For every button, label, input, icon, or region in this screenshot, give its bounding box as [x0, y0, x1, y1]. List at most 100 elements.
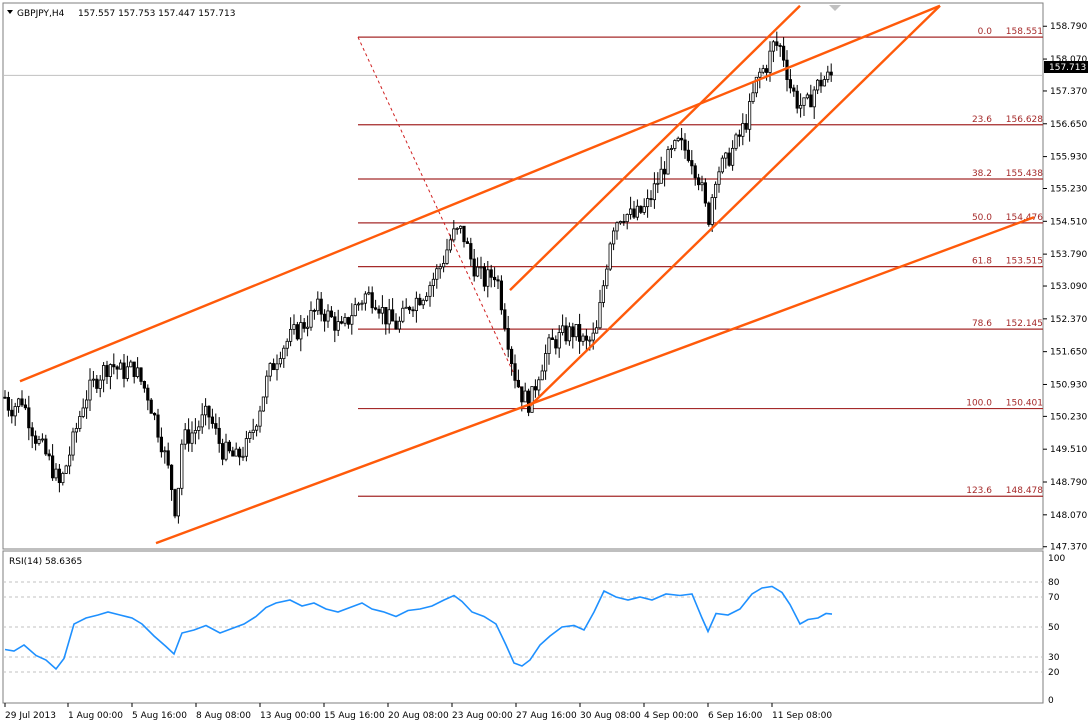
candle-body	[380, 307, 385, 314]
candle-body	[112, 364, 116, 368]
candle-body	[472, 258, 476, 277]
candle-body	[129, 361, 133, 368]
candle-body	[561, 325, 565, 333]
candle-body	[805, 94, 810, 99]
candle-body	[431, 278, 436, 286]
candle-body	[455, 227, 459, 230]
candle-body	[737, 134, 742, 137]
candle-body	[51, 455, 55, 479]
candle-body	[802, 97, 806, 106]
candle-body	[428, 285, 432, 297]
candle-body	[669, 148, 674, 150]
candle-body	[748, 101, 752, 130]
candle-body	[414, 297, 419, 312]
candle-body	[377, 308, 381, 314]
rsi-axis-label: 70	[1048, 593, 1060, 603]
candle-body	[13, 406, 17, 417]
candle-body	[217, 427, 221, 444]
candle-body	[200, 414, 204, 428]
ohlc-label: 157.557 157.753 157.447 157.713	[78, 9, 235, 19]
fib-level-percent: 78.6	[972, 319, 992, 329]
candle-body	[34, 435, 38, 444]
time-axis-label: 8 Aug 08:00	[196, 711, 251, 721]
candle-body	[363, 293, 368, 304]
candle-body	[319, 298, 323, 315]
candle-body	[424, 295, 429, 301]
time-axis-label: 15 Aug 16:00	[324, 711, 385, 721]
candle-body	[591, 332, 595, 341]
candle-body	[299, 322, 303, 340]
price-axis-label: 149.510	[1050, 445, 1087, 455]
dropdown-triangle-icon[interactable]	[7, 10, 13, 14]
trendline	[19, 4, 941, 383]
candle-body	[183, 429, 187, 445]
candle-body	[469, 243, 473, 260]
candle-body	[125, 366, 129, 379]
rsi-layer	[4, 585, 833, 671]
candle-body	[479, 266, 483, 269]
candle-body	[578, 324, 582, 342]
candle-body	[3, 396, 7, 399]
candle-body	[771, 41, 776, 52]
time-axis-label: 29 Jul 2013	[5, 711, 56, 721]
candle-body	[261, 396, 266, 412]
rsi-axis-label: 100	[1048, 554, 1065, 564]
axes-layer: 158.790 158.070 157.370 156.650 155.930 155.2…	[4, 22, 1087, 721]
candle-body	[751, 92, 755, 102]
candle-body	[727, 152, 731, 166]
candle-body	[458, 225, 463, 229]
time-axis-label: 13 Aug 00:00	[260, 711, 321, 721]
candle-body	[163, 450, 167, 453]
fib-level-percent: 100.0	[966, 399, 992, 409]
candle-body	[343, 317, 347, 324]
candle-body	[119, 362, 123, 370]
candle-body	[180, 443, 184, 489]
candle-body	[71, 431, 75, 456]
candle-body	[241, 455, 245, 458]
candle-body	[336, 321, 340, 331]
candle-body	[326, 310, 330, 322]
candle-body	[686, 149, 691, 161]
candle-body	[159, 436, 163, 453]
trendline	[529, 4, 941, 407]
candle-body	[642, 206, 646, 213]
candle-body	[152, 412, 157, 416]
candle-body	[795, 90, 799, 109]
price-axis-label: 148.070	[1050, 511, 1087, 521]
candle-body	[557, 332, 561, 349]
candles-layer	[3, 31, 833, 524]
candle-body	[23, 404, 28, 409]
candle-body	[465, 241, 470, 244]
candle-body	[663, 168, 667, 175]
candle-body	[509, 348, 514, 365]
fib-level-price: 155.438	[1006, 169, 1043, 179]
candle-body	[68, 454, 72, 467]
candle-body	[598, 302, 602, 329]
candle-body	[367, 292, 371, 295]
candle-body	[20, 398, 24, 406]
candle-body	[761, 68, 765, 73]
candle-body	[656, 182, 660, 185]
candle-body	[203, 405, 208, 416]
candle-body	[6, 397, 10, 411]
candle-body	[384, 307, 388, 325]
candle-body	[333, 316, 337, 331]
candle-body	[47, 453, 51, 457]
candle-body	[503, 309, 507, 329]
candle-body	[445, 249, 449, 264]
candle-body	[285, 340, 289, 349]
candle-body	[282, 347, 286, 359]
candle-body	[370, 292, 374, 309]
candle-body	[339, 321, 344, 324]
time-axis-label: 27 Aug 16:00	[516, 711, 577, 721]
fib-level-price: 156.628	[1006, 115, 1043, 125]
candle-body	[78, 416, 82, 429]
candle-body	[407, 306, 412, 311]
chart-shift-marker-icon[interactable]	[829, 5, 841, 11]
candle-body	[149, 399, 153, 414]
candle-body	[234, 448, 238, 457]
candle-body	[57, 468, 62, 484]
symbol-label: GBPJPY,H4	[17, 9, 65, 19]
candle-body	[829, 71, 833, 76]
candle-body	[615, 222, 619, 232]
